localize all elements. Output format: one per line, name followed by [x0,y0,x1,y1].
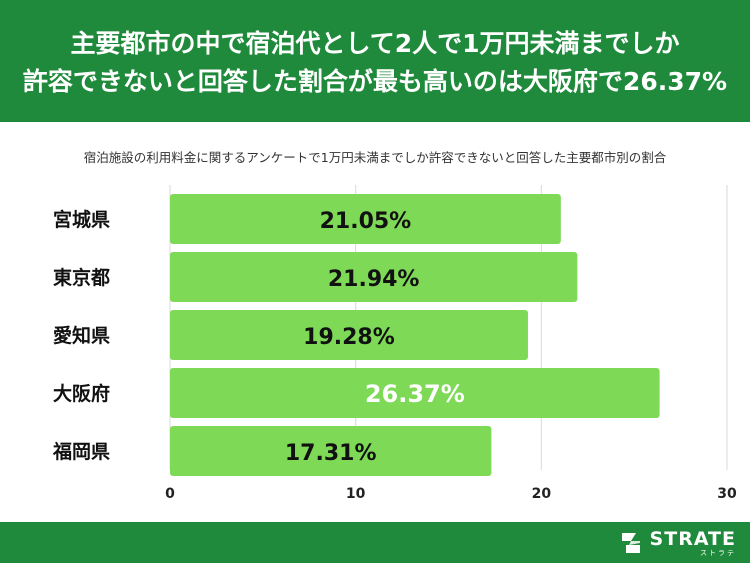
bar [170,426,492,476]
category-label: 愛知県 [53,324,110,347]
category-label: 宮城県 [53,208,110,231]
bar-chart: 宮城県 21.05% 東京都 21.94% 愛知県 19.28% 大阪府 26.37% 福岡県 1… [52,185,737,502]
category-label: 東京都 [53,266,110,289]
x-tick-label: 10 [346,486,366,502]
category-label: 大阪府 [53,382,110,405]
title-line-1: 主要都市の中で宿泊代として2人で1万円未満までしか [70,29,680,58]
bar [170,252,578,302]
data-label: 21.05% [320,209,412,234]
category-label: 福岡県 [52,440,110,463]
strate-logo-icon [621,533,640,553]
data-label: 21.94% [328,267,420,292]
x-tick-label: 0 [165,486,175,502]
strate-logo: STRATE ストラテ [618,528,736,558]
bar [170,194,561,244]
brand-kana: ストラテ [700,549,736,557]
x-tick-label: 20 [532,486,552,502]
brand-name: STRATE [649,528,736,550]
chart-title: 宿泊施設の利用料金に関するアンケートで1万円未満までしか許容できないと回答した主… [83,150,667,165]
bar [170,368,660,418]
title-banner: 主要都市の中で宿泊代として2人で1万円未満までしか 許容できないと回答した割合が… [0,0,750,122]
data-label: 19.28% [303,325,395,350]
data-label: 26.37% [365,380,465,408]
footer-bar: STRATE ストラテ [0,522,750,563]
data-label: 17.31% [285,441,377,466]
x-tick-label: 30 [717,486,737,502]
title-line-2: 許容できないと回答した割合が最も高いのは大阪府で26.37% [22,67,728,96]
bar [170,310,528,360]
